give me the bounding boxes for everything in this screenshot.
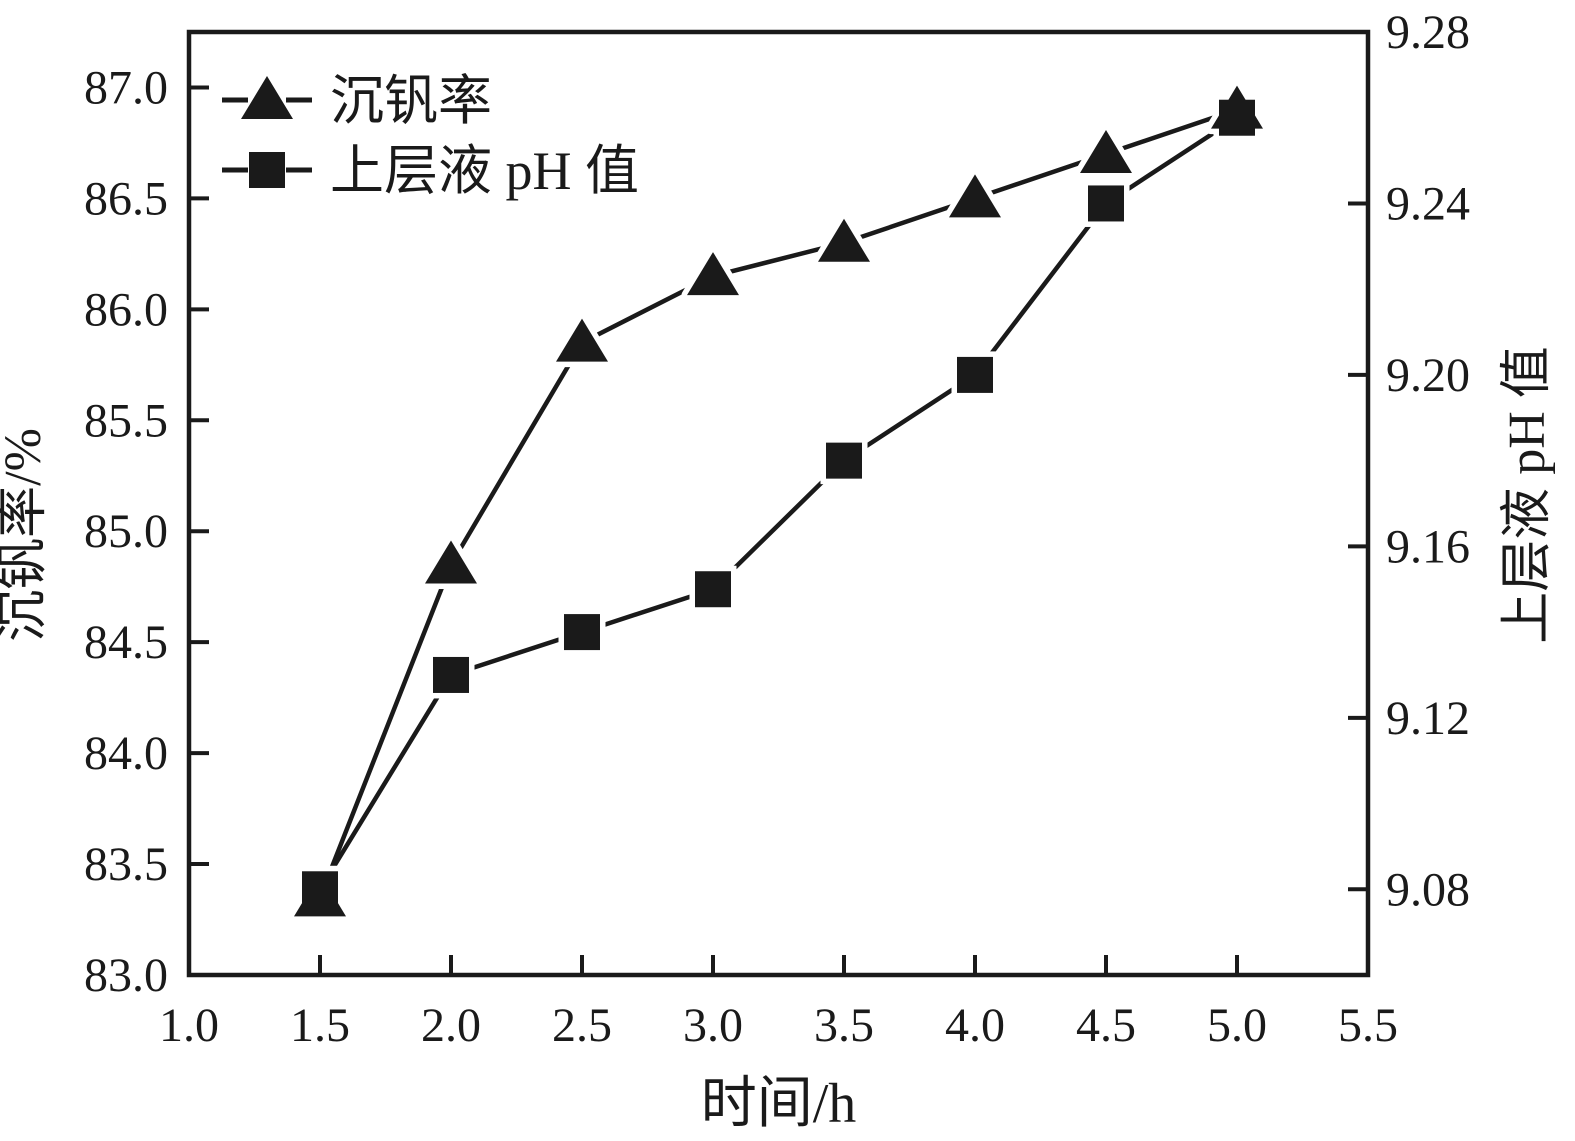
triangle-marker: [425, 540, 477, 584]
x-tick-label: 3.5: [814, 999, 874, 1052]
square-marker: [826, 442, 862, 479]
y-left-tick-label: 83.5: [84, 838, 168, 891]
y-right-tick-label: 9.08: [1386, 863, 1470, 916]
legend-label-vanadium-rate: 沉钒率: [330, 71, 492, 131]
legend-triangle-marker: [241, 76, 293, 119]
x-tick-label: 3.0: [683, 999, 743, 1052]
square-marker: [564, 614, 600, 651]
legend-label-ph: 上层液 pH 值: [330, 141, 639, 201]
triangle-marker: [949, 174, 1001, 218]
x-tick-label: 1.0: [159, 999, 219, 1052]
y-left-tick-label: 86.0: [84, 283, 168, 336]
y-left-tick-label: 85.5: [84, 394, 168, 447]
y-right-tick-label: 9.12: [1386, 692, 1470, 745]
y-left-tick-label: 84.0: [84, 727, 168, 780]
x-tick-label: 5.0: [1207, 999, 1267, 1052]
x-tick-label: 4.5: [1076, 999, 1136, 1052]
y-right-tick-label: 9.20: [1386, 349, 1470, 402]
y-left-tick-label: 85.0: [84, 505, 168, 558]
square-marker: [1088, 185, 1124, 222]
x-tick-label: 2.0: [421, 999, 481, 1052]
series-line-ph: [318, 115, 1239, 891]
y-left-tick-label: 83.0: [84, 949, 168, 1002]
x-tick-label: 2.5: [552, 999, 612, 1052]
y-right-axis-title: 上层液 pH 值: [1499, 346, 1556, 644]
y-left-axis-title: 沉钒率/%: [0, 428, 52, 642]
square-marker: [957, 356, 993, 393]
square-marker: [1219, 99, 1255, 136]
y-left-tick-label: 84.5: [84, 616, 168, 669]
triangle-marker: [687, 252, 739, 296]
square-marker: [302, 871, 338, 908]
series-line-vanadium-rate: [317, 107, 1238, 899]
y-left-tick-label: 86.5: [84, 172, 168, 225]
x-tick-label: 4.0: [945, 999, 1005, 1052]
square-marker: [695, 571, 731, 608]
triangle-marker: [556, 318, 608, 362]
y-right-tick-label: 9.28: [1386, 6, 1470, 59]
x-axis-title: 时间/h: [701, 1073, 857, 1135]
y-right-tick-label: 9.24: [1386, 177, 1470, 230]
x-tick-label: 5.5: [1338, 999, 1398, 1052]
legend-square-marker: [249, 152, 285, 188]
y-right-tick-label: 9.16: [1386, 520, 1470, 573]
y-left-tick-label: 87.0: [84, 61, 168, 114]
square-marker: [433, 656, 469, 693]
plot-frame: [186, 29, 1371, 978]
triangle-marker: [1080, 130, 1132, 174]
triangle-marker: [818, 218, 870, 262]
x-tick-label: 1.5: [290, 999, 350, 1052]
